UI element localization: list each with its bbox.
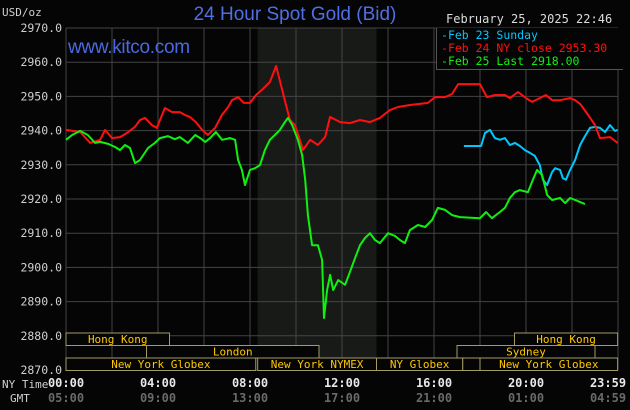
x-tick-gmt: 21:00 [416,391,452,405]
legend-label: Feb 23 Sunday [447,28,538,42]
x-tick-ny: 20:00 [508,376,544,390]
x-tick-ny: 04:00 [140,376,176,390]
y-tick-label: 2910.0 [20,226,62,240]
session-label: NY Globex [390,358,450,371]
x-tick-gmt: 01:00 [508,391,544,405]
session-label: Hong Kong [88,333,148,346]
timestamp: February 25, 2025 22:46 [446,12,613,26]
session-label: Sydney [506,346,546,359]
y-tick-label: 2900.0 [20,260,62,274]
x-tick-ny: 00:00 [48,376,84,390]
y-tick-label: 2940.0 [20,124,62,138]
session-box [65,332,170,346]
y-tick-label: 2960.0 [20,55,62,69]
session-label: New York Globex [499,358,599,371]
x-tick-ny: 08:00 [232,376,268,390]
legend-item-feb23: -Feb 23 Sunday [441,28,538,42]
y-tick-label: 2950.0 [20,89,62,103]
x-tick-gmt: 04:59 [590,391,626,405]
y-axis-unit: USD/oz [2,6,42,19]
chart-title: 24 Hour Spot Gold (Bid) [193,4,397,25]
x-tick-ny: 23:59 [590,376,626,390]
x-tick-gmt: 05:00 [48,391,84,405]
session-label: New York Globex [111,358,211,371]
x-tick-gmt: 17:00 [324,391,360,405]
x-tick-gmt: 13:00 [232,391,268,405]
y-tick-label: 2890.0 [20,295,62,309]
session-label: Hong Kong [536,333,596,346]
legend: -Feb 23 Sunday -Feb 24 NY close 2953.30 … [436,28,623,70]
x-row-label-gmt: GMT [10,392,30,405]
y-tick-label: 2870.0 [20,363,62,377]
legend-item-feb24: -Feb 24 NY close 2953.30 [441,41,608,55]
x-row-label-ny: NY Time [2,378,48,391]
y-tick-label: 2880.0 [20,329,62,343]
session-box [479,357,619,371]
series-feb25-line [65,116,586,319]
session-box [462,357,481,371]
kitco-watermark[interactable]: www.kitco.com [68,37,190,58]
x-tick-ny: 12:00 [324,376,360,390]
y-tick-label: 2930.0 [20,158,62,172]
y-tick-label: 2920.0 [20,192,62,206]
legend-item-feb25: -Feb 25 Last 2918.00 [441,54,580,68]
y-tick-label: 2970.0 [20,21,62,35]
x-tick-ny: 16:00 [416,376,452,390]
session-label: London [213,346,253,359]
series-feb23-line [463,124,618,186]
session-box [65,357,257,371]
x-tick-gmt: 09:00 [140,391,176,405]
legend-label: Feb 24 NY close 2953.30 [447,41,608,55]
legend-label: Feb 25 Last 2918.00 [447,54,580,68]
session-label: New York NYMEX [271,358,364,371]
series-feb24-line [65,65,619,152]
